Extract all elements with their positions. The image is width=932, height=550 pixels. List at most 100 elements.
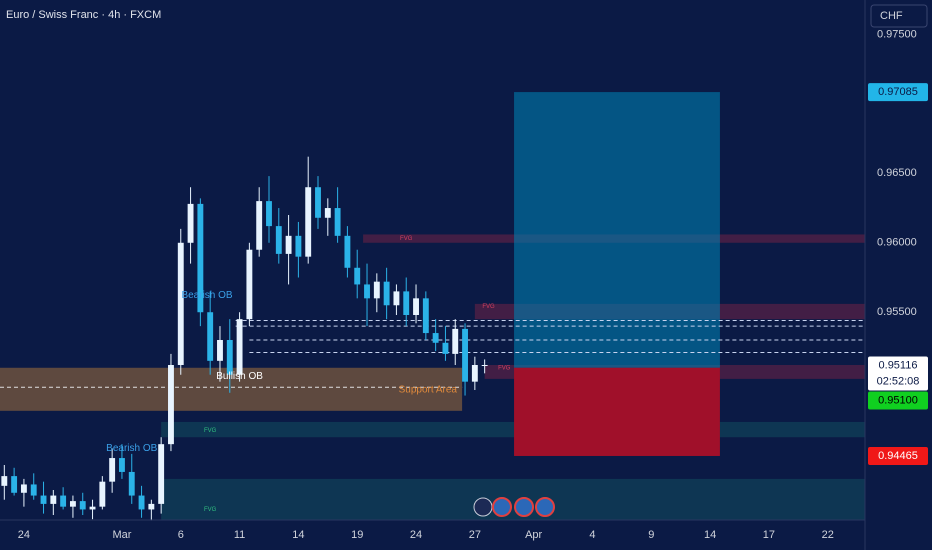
candle-body <box>452 328 459 354</box>
candle-body <box>109 458 116 482</box>
candle-body <box>403 291 410 315</box>
currency-button[interactable] <box>870 4 928 28</box>
x-tick-label: Apr <box>525 529 542 541</box>
candle-body <box>148 503 155 510</box>
candle-body <box>138 495 145 510</box>
candle-body <box>50 495 57 504</box>
price-label-box <box>868 446 928 465</box>
candle-body <box>354 267 361 285</box>
candle-body <box>334 208 341 236</box>
candle-body <box>197 203 204 313</box>
candle-body <box>30 484 37 496</box>
annotation: FVG <box>204 507 217 513</box>
candle-body <box>324 208 331 218</box>
candle-body <box>128 471 135 496</box>
annotation: FVG <box>498 365 511 371</box>
candle-body <box>383 281 390 306</box>
annotation: FVG <box>482 304 495 310</box>
currency-label[interactable]: CHF <box>880 10 903 22</box>
candle-body <box>256 201 263 250</box>
annotation: Bullish OB <box>216 371 263 382</box>
x-tick-label: 22 <box>822 529 834 541</box>
candle-body <box>226 340 233 375</box>
candle-body <box>305 187 312 257</box>
chart-title: Euro / Swiss Franc · 4h · FXCM <box>6 9 161 21</box>
y-tick-label: 0.97500 <box>877 28 917 40</box>
axis-labels: 0.97500 0.96500 0.96000 0.95500 24 Mar 6 11 14 19… <box>18 28 928 541</box>
candle-body <box>11 476 18 493</box>
x-tick-label: 9 <box>648 529 654 541</box>
toolbar-icons <box>473 497 555 517</box>
candle-body <box>373 281 380 299</box>
candle-body <box>79 501 86 510</box>
zone <box>514 92 720 368</box>
candle-body <box>177 242 184 365</box>
candle-body <box>295 235 302 257</box>
candle-body <box>119 458 125 472</box>
x-tick-label: 27 <box>469 529 481 541</box>
candle-body <box>69 501 76 507</box>
candle-body <box>413 298 419 315</box>
candle-body <box>187 203 194 243</box>
candle-body <box>266 201 272 227</box>
candle-body <box>442 342 449 354</box>
price-label-box <box>868 356 928 391</box>
candle-body <box>422 298 429 334</box>
candle-body <box>393 291 400 306</box>
candle-body <box>217 340 223 361</box>
zone <box>161 478 865 521</box>
candle-body <box>89 506 96 510</box>
candle-body <box>246 249 253 320</box>
annotation: Support Area <box>399 385 458 396</box>
x-tick-label: 17 <box>763 529 775 541</box>
x-tick-label: 14 <box>292 529 304 541</box>
candle-body <box>481 365 488 366</box>
candle-body <box>432 333 439 343</box>
x-tick-label: 24 <box>410 529 422 541</box>
zone <box>0 367 463 411</box>
price-axis <box>865 0 932 550</box>
candle-body <box>285 235 292 254</box>
candle-body <box>40 495 47 504</box>
countdown: 02:52:08 <box>877 375 920 387</box>
x-tick-label: 24 <box>18 529 30 541</box>
candle-body <box>275 226 282 254</box>
candle-body <box>344 235 351 268</box>
candle-body <box>158 444 165 504</box>
zone <box>161 421 865 438</box>
candle-body <box>236 319 243 375</box>
price-label: 0.95100 <box>878 394 918 406</box>
price-label-box <box>868 83 928 102</box>
zone <box>514 367 720 456</box>
candle-body <box>99 481 106 507</box>
candle-body <box>471 365 478 382</box>
y-tick-label: 0.96000 <box>877 237 917 249</box>
x-tick-label: 6 <box>178 529 184 541</box>
price-label: 0.95116 <box>879 359 918 371</box>
price-label: 0.97085 <box>878 86 918 98</box>
x-tick-label: 14 <box>704 529 716 541</box>
x-tick-label: 4 <box>589 529 595 541</box>
candle-body <box>168 365 174 445</box>
candle-body <box>364 284 370 299</box>
candle-body <box>60 495 67 507</box>
annotation: Bearish OB <box>181 290 232 301</box>
price-label: 0.94465 <box>878 450 918 462</box>
annotation: Bearish OB <box>106 443 157 454</box>
x-tick-label: 11 <box>234 529 245 541</box>
annotation: FVG <box>204 428 217 434</box>
y-tick-label: 0.96500 <box>877 167 917 179</box>
candle-body <box>462 328 468 382</box>
x-tick-label: 19 <box>351 529 363 541</box>
y-tick-label: 0.95500 <box>877 306 917 318</box>
candle-body <box>207 312 214 361</box>
annotation: FVG <box>400 236 413 242</box>
candle-body <box>315 187 321 218</box>
plot-area: Bearish OB Bullish OB Bearish OB Support Ar… <box>0 92 865 521</box>
candle-body <box>1 476 8 486</box>
x-tick-label: Mar <box>112 529 131 541</box>
price-label-box <box>868 391 928 410</box>
